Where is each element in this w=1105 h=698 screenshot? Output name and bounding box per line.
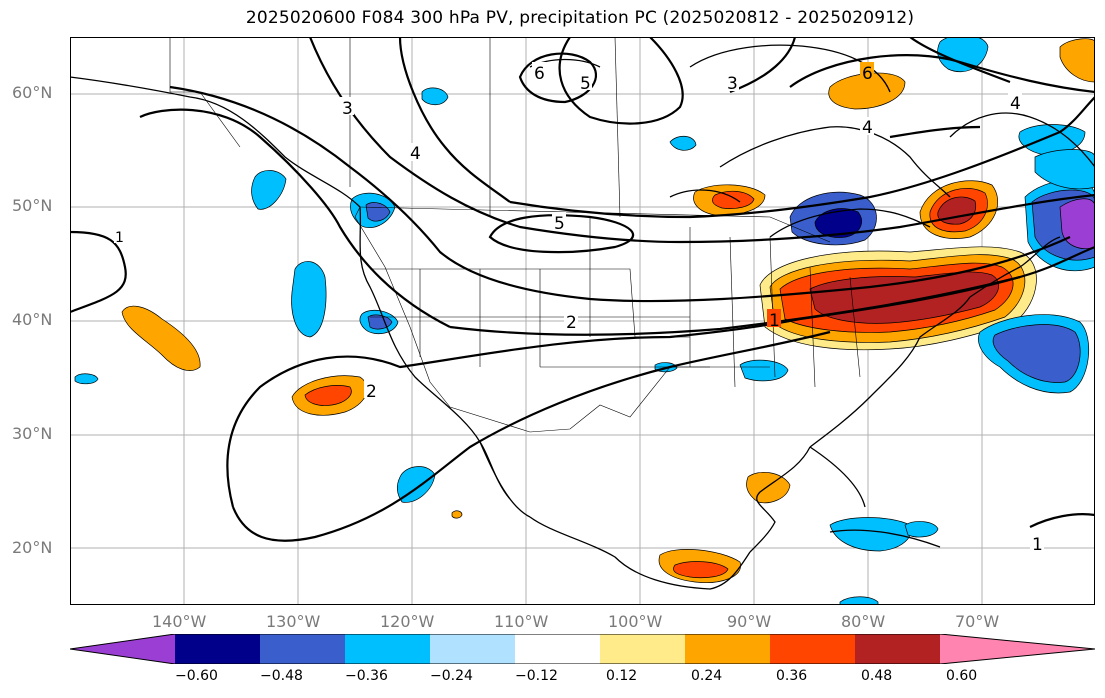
colorbar-tick-label: 0.36 [776,668,808,684]
colorbar-seg-5 [515,634,600,664]
contour-label: 5 [554,214,565,234]
contour-label: 1 [1032,535,1043,555]
colorbar-seg-10 [940,634,1095,664]
political-boundaries [169,37,861,433]
colorbar-seg-1 [175,634,260,664]
pv-contour-4 [398,37,511,203]
lat-label-40n: 40°N [12,310,53,329]
colorbar [70,634,1095,664]
lat-label-20n: 20°N [12,538,53,557]
colorbar-seg-0 [70,634,175,664]
map-panel: 1 2 2 3 3 4 4 4 5 5 6 6 1 1 [70,37,1095,605]
lon-label-130w: 130°W [266,612,321,631]
lat-label-60n: 60°N [12,83,53,102]
precipitation-shading [74,37,1095,605]
contour-label: 6 [862,64,873,84]
pv-contour-6 [518,52,597,104]
colorbar-seg-3 [345,634,430,664]
contour-label: 3 [342,99,353,119]
colorbar-tick-label: −0.48 [260,668,303,684]
colorbar-tick-label: 0.12 [606,668,638,684]
pv-contour-1 [70,230,127,314]
page-title: 2025020600 F084 300 hPa PV, precipitatio… [245,8,915,28]
colorbar-tick-label: 0.60 [946,668,978,684]
colorbar-tick-label: 0.24 [691,668,723,684]
lon-label-90w: 90°W [727,612,772,631]
pv-contour-2 [139,108,451,328]
coastlines [70,44,1095,590]
lat-label-30n: 30°N [12,424,53,443]
lon-label-80w: 80°W [841,612,886,631]
colorbar-seg-2 [260,634,345,664]
contour-label: 1 [115,230,124,246]
contour-label: 3 [727,74,738,94]
lat-label-50n: 50°N [12,196,53,215]
lon-label-120w: 120°W [380,612,435,631]
contour-label: 1 [769,311,780,331]
contour-label: 4 [862,118,873,138]
colorbar-tick-label: −0.36 [345,668,388,684]
colorbar-seg-4 [430,634,515,664]
contour-label: 4 [1010,94,1021,114]
colorbar-seg-6 [600,634,685,664]
colorbar-seg-9 [855,634,940,664]
contour-labels: 1 2 2 3 3 4 4 4 5 5 6 6 1 1 [114,62,1044,555]
colorbar-seg-8 [770,634,855,664]
lon-label-110w: 110°W [494,612,549,631]
contour-label: 2 [566,313,577,333]
contour-label: 2 [366,382,377,402]
pv-contour-5 [488,214,635,254]
colorbar-seg-7 [685,634,770,664]
pv-contours [70,37,1095,542]
colorbar-tick-label: 0.48 [861,668,893,684]
lon-label-100w: 100°W [608,612,663,631]
colorbar-tick-label: −0.24 [430,668,473,684]
colorbar-tick-label: −0.60 [175,668,218,684]
lon-label-140w: 140°W [152,612,207,631]
contour-label: 5 [580,74,591,94]
contour-label: 4 [410,144,421,164]
contour-label: 6 [534,64,545,84]
lon-label-70w: 70°W [955,612,1000,631]
colorbar-tick-label: −0.12 [515,668,558,684]
map-frame [70,37,1095,605]
